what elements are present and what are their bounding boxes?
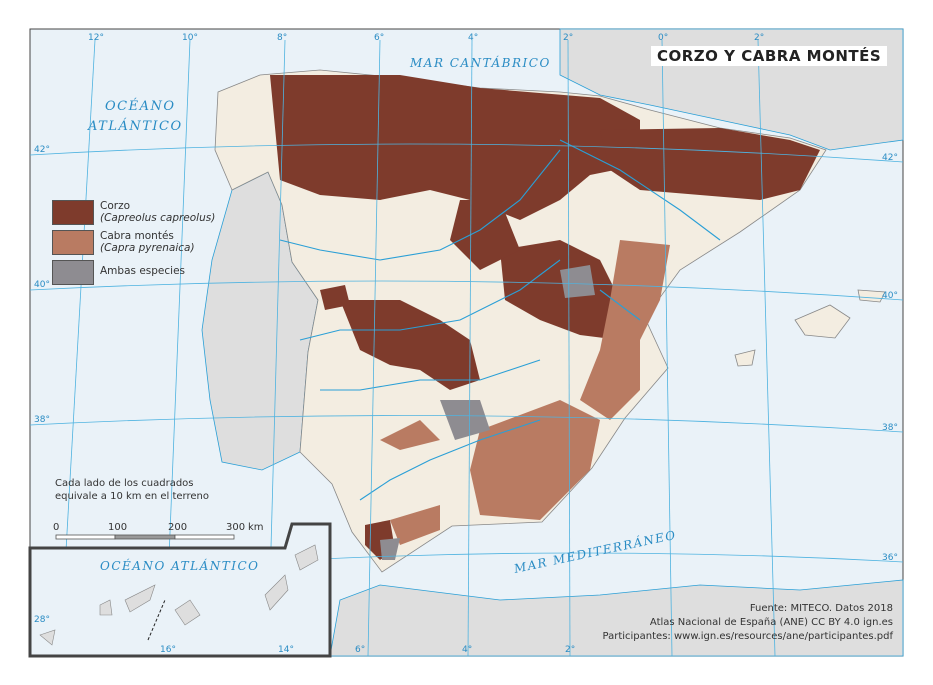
inset-atlantico-label: OCÉANO ATLÁNTICO: [100, 558, 260, 573]
map-title: CORZO Y CABRA MONTÉS: [651, 46, 888, 66]
lat-label: 40°: [34, 280, 50, 290]
lat-label: 38°: [882, 423, 898, 433]
scale-unit: km: [248, 522, 264, 533]
legend-item-cabra: Cabra montés (Capra pyrenaica): [52, 230, 215, 255]
cabra-swatch: [52, 230, 94, 255]
lon-label: 6°: [374, 33, 384, 43]
inset-lat-label: 28°: [34, 615, 50, 625]
lat-label: 42°: [882, 153, 898, 163]
grid-note: Cada lado de los cuadrados equivale a 10…: [55, 477, 209, 503]
ambas-swatch: [52, 260, 94, 285]
scale-bar: 0 100 200 300 km: [53, 522, 264, 540]
credits: Fuente: MITECO. Datos 2018 Atlas Naciona…: [603, 602, 893, 644]
lat-label: 40°: [882, 291, 898, 301]
lon-label: 4°: [468, 33, 478, 43]
legend-scientific: (Capreolus capreolus): [100, 212, 216, 224]
inset-lon-label: 14°: [278, 645, 294, 655]
oceano-atlantico-label: ATLÁNTICO: [87, 118, 183, 134]
lon-label: 0°: [658, 33, 668, 43]
scale-tick: 200: [168, 522, 187, 533]
menorca: [857, 289, 886, 303]
source-text: Fuente: MITECO. Datos 2018: [749, 603, 893, 614]
cabra-distribution: [380, 240, 670, 545]
lon-label: 2°: [754, 33, 764, 43]
legend-item-corzo: Corzo (Capreolus capreolus): [52, 200, 215, 225]
legend-label: Corzo: [100, 200, 131, 212]
lon-label: 10°: [182, 33, 198, 43]
legend: Corzo (Capreolus capreolus) Cabra montés(…: [52, 200, 215, 290]
participants-text: Participantes: www.ign.es/resources/ane/…: [602, 631, 893, 642]
lat-label: 36°: [882, 553, 898, 563]
graticule: [29, 39, 904, 657]
lon-label: 8°: [277, 33, 287, 43]
legend-label: Ambas especies: [100, 265, 185, 277]
atlas-text: Atlas Nacional de España (ANE) CC BY 4.0…: [649, 617, 893, 628]
mar-cantabrico-label: MAR CANTÁBRICO: [409, 55, 551, 70]
lon-label: 2°: [563, 33, 573, 43]
lon-label: 12°: [88, 33, 104, 43]
note-line: equivale a 10 km en el terreno: [55, 491, 209, 502]
inset-lon-label: 16°: [160, 645, 176, 655]
lat-label: 38°: [34, 415, 50, 425]
legend-item-ambas: Ambas especies: [52, 260, 215, 285]
scale-tick: 0: [53, 522, 59, 533]
legend-scientific: (Capra pyrenaica): [100, 242, 195, 254]
note-line: Cada lado de los cuadrados: [55, 478, 194, 489]
corzo-swatch: [52, 200, 94, 225]
canary-islands: [39, 544, 319, 646]
mallorca: [794, 304, 851, 339]
lon-label: 4°: [462, 645, 472, 655]
oceano-atlantico-label: OCÉANO: [105, 98, 176, 114]
ibiza: [734, 349, 756, 367]
scale-tick: 100: [108, 522, 127, 533]
legend-label: Cabra montés: [100, 230, 174, 242]
lon-label: 2°: [565, 645, 575, 655]
lon-label: 6°: [355, 645, 365, 655]
canarias-inset: [28, 522, 332, 658]
africa-land: [329, 579, 904, 657]
scale-tick: 300: [226, 522, 245, 533]
lat-label: 42°: [34, 145, 50, 155]
rivers: [279, 139, 721, 501]
